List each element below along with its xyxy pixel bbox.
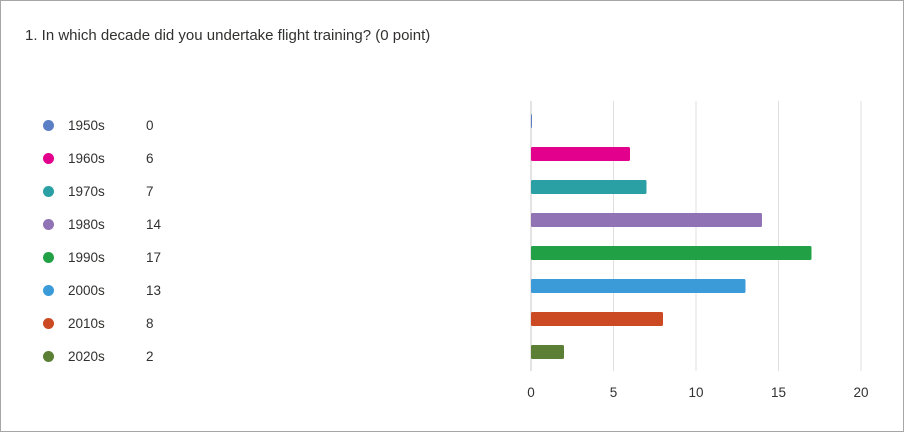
x-tick-label: 15 [771, 385, 786, 400]
legend-count: 14 [146, 217, 162, 232]
legend-label: 1970s [68, 184, 105, 199]
legend-count: 6 [146, 151, 154, 166]
legend-label: 1990s [68, 250, 105, 265]
legend-item: 2010s 8 [43, 307, 161, 340]
legend-dot-icon [43, 153, 54, 164]
legend-item: 2020s 2 [43, 340, 161, 373]
legend-dot-icon [43, 252, 54, 263]
legend-count: 17 [146, 250, 162, 265]
legend-item: 2000s 13 [43, 274, 161, 307]
bar-1960s [531, 147, 630, 161]
legend-label: 2010s [68, 316, 105, 331]
x-tick-label: 20 [853, 385, 868, 400]
legend-count: 7 [146, 184, 154, 199]
legend-item: 1960s 6 [43, 142, 161, 175]
bar-1950s [531, 114, 532, 128]
x-tick-label: 5 [610, 385, 618, 400]
legend-label: 1960s [68, 151, 105, 166]
x-tick-label: 0 [527, 385, 535, 400]
legend-item: 1950s 0 [43, 109, 161, 142]
legend-count: 13 [146, 283, 162, 298]
chart-legend: 1950s 0 1960s 6 1970s 7 1980s 14 1990s 17 2000s 13 2… [43, 109, 161, 373]
legend-label: 2000s [68, 283, 105, 298]
legend-item: 1990s 17 [43, 241, 161, 274]
bar-2010s [531, 312, 663, 326]
bar-1970s [531, 180, 647, 194]
bar-2000s [531, 279, 746, 293]
legend-label: 2020s [68, 349, 105, 364]
legend-item: 1970s 7 [43, 175, 161, 208]
legend-count: 2 [146, 349, 154, 364]
bar-2020s [531, 345, 564, 359]
bar-1980s [531, 213, 762, 227]
legend-dot-icon [43, 351, 54, 362]
legend-dot-icon [43, 285, 54, 296]
legend-count: 0 [146, 118, 154, 133]
legend-label: 1950s [68, 118, 105, 133]
question-title: 1. In which decade did you undertake fli… [25, 27, 431, 44]
x-tick-label: 10 [688, 385, 703, 400]
legend-dot-icon [43, 219, 54, 230]
legend-dot-icon [43, 120, 54, 131]
legend-dot-icon [43, 318, 54, 329]
legend-count: 8 [146, 316, 154, 331]
bar-1990s [531, 246, 812, 260]
legend-label: 1980s [68, 217, 105, 232]
legend-item: 1980s 14 [43, 208, 161, 241]
legend-dot-icon [43, 186, 54, 197]
